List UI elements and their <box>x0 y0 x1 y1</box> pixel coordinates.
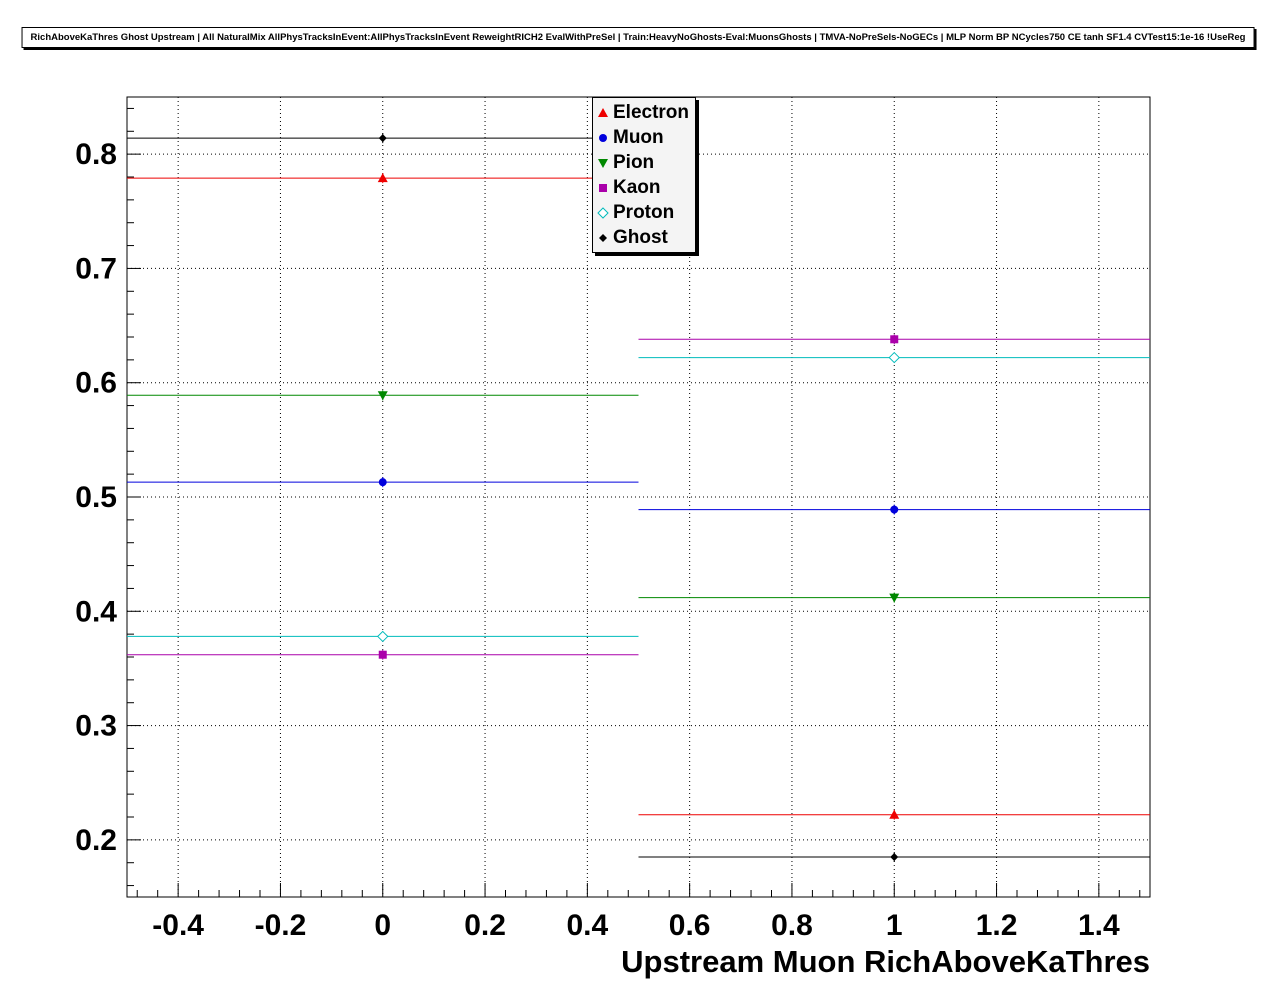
legend-item-kaon: Kaon <box>596 175 689 200</box>
legend: Electron Muon Pion Kaon Proton Ghost <box>592 97 697 253</box>
svg-text:0.7: 0.7 <box>75 252 117 285</box>
svg-text:-0.2: -0.2 <box>255 909 307 942</box>
legend-marker-pion-icon <box>598 158 608 168</box>
series-pion <box>127 390 1150 603</box>
legend-item-pion: Pion <box>596 150 689 175</box>
plot-title: RichAboveKaThres Ghost Upstream | All Na… <box>21 27 1255 48</box>
series-ghost <box>127 133 1150 862</box>
legend-item-electron: Electron <box>596 100 689 125</box>
svg-text:1.2: 1.2 <box>976 909 1018 942</box>
svg-text:1.4: 1.4 <box>1078 909 1120 942</box>
svg-text:0.2: 0.2 <box>464 909 506 942</box>
legend-marker-ghost-icon <box>599 233 607 242</box>
legend-label: Muon <box>613 126 664 148</box>
svg-text:0.5: 0.5 <box>75 481 117 514</box>
legend-item-ghost: Ghost <box>596 225 689 250</box>
svg-text:0.8: 0.8 <box>75 138 117 171</box>
svg-text:0.6: 0.6 <box>75 367 117 400</box>
svg-text:0.8: 0.8 <box>771 909 813 942</box>
svg-text:1: 1 <box>886 909 903 942</box>
legend-label: Kaon <box>613 176 661 198</box>
x-axis-title: Upstream Muon RichAboveKaThres <box>621 944 1150 979</box>
legend-item-proton: Proton <box>596 200 689 225</box>
legend-marker-proton-icon <box>597 206 609 219</box>
svg-text:0.4: 0.4 <box>75 595 117 628</box>
series-kaon <box>127 334 1150 660</box>
x-tick-labels: -0.4 -0.2 0 0.2 0.4 0.6 0.8 1 1.2 1.4 <box>152 909 1120 942</box>
series-proton <box>127 351 1150 643</box>
svg-text:0.6: 0.6 <box>669 909 711 942</box>
axis-ticks <box>127 107 1141 897</box>
legend-label: Pion <box>613 151 655 173</box>
svg-text:0: 0 <box>374 909 391 942</box>
legend-label: Proton <box>613 201 675 223</box>
svg-text:0.3: 0.3 <box>75 710 117 743</box>
legend-label: Ghost <box>613 226 668 248</box>
plot-title-text: RichAboveKaThres Ghost Upstream | All Na… <box>30 32 1246 43</box>
legend-marker-kaon-icon <box>599 183 607 192</box>
series-muon <box>127 477 1150 515</box>
legend-item-muon: Muon <box>596 125 689 150</box>
legend-marker-muon-icon <box>599 133 607 142</box>
svg-text:0.2: 0.2 <box>75 824 117 857</box>
legend-marker-electron-icon <box>598 107 608 117</box>
legend-label: Electron <box>613 101 690 123</box>
svg-text:0.4: 0.4 <box>566 909 608 942</box>
svg-text:-0.4: -0.4 <box>152 909 204 942</box>
series-electron <box>127 173 1150 820</box>
gridlines <box>127 97 1150 897</box>
y-tick-labels: 0.2 0.3 0.4 0.5 0.6 0.7 0.8 <box>75 138 117 857</box>
